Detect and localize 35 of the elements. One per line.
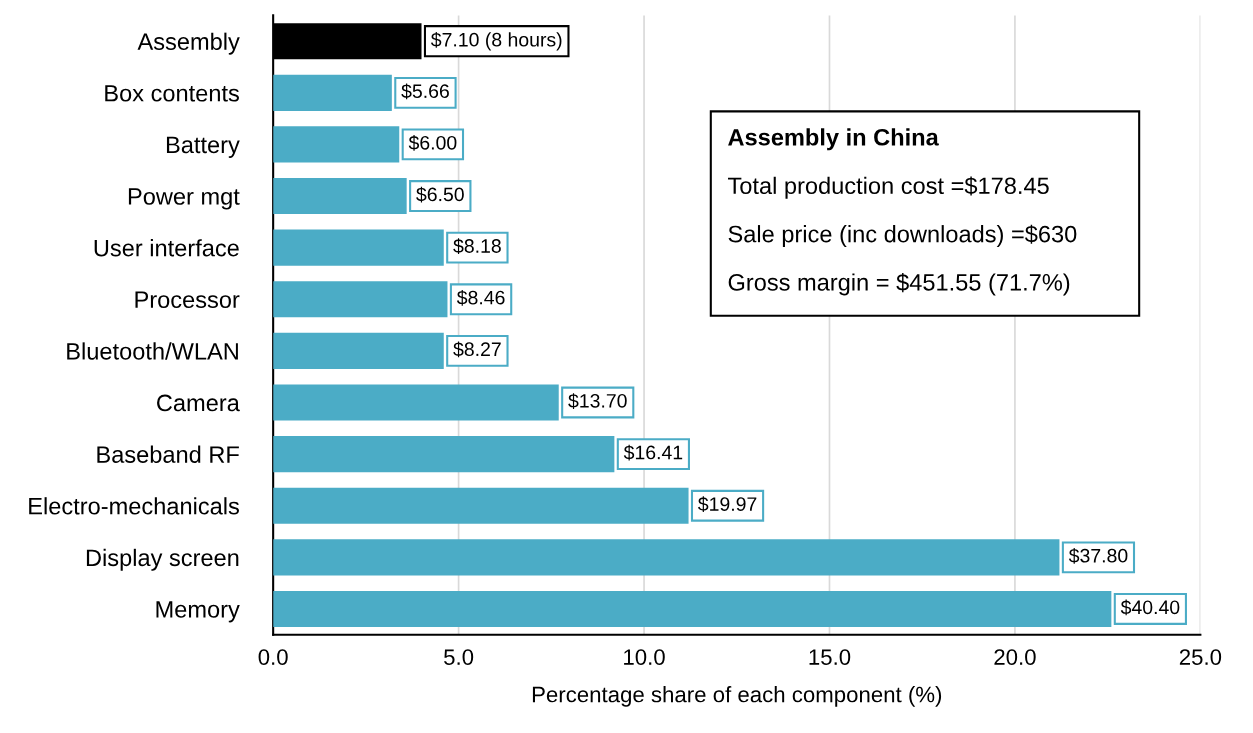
- annotation: $5.66: [401, 83, 449, 100]
- annotation: $37.80: [1068, 547, 1128, 564]
- annotation: Total production cost =$178.45: [728, 176, 1049, 199]
- x-tick-label: 10.0: [624, 649, 665, 665]
- annotation: $8.46: [456, 289, 505, 306]
- annotation: $6.00: [408, 135, 457, 151]
- x-tick-label: 5.0: [444, 649, 474, 665]
- y-tick-label: Camera: [157, 394, 240, 412]
- y-tick-label: User interface: [94, 239, 239, 257]
- x-axis-title: Percentage share of each component (%): [532, 686, 942, 707]
- y-tick-label: Box contents: [105, 85, 239, 102]
- annotation: Assembly in China: [728, 128, 939, 151]
- y-tick-label: Bluetooth/WLAN: [67, 342, 238, 360]
- annotation: $13.70: [568, 393, 627, 409]
- annotation: $16.41: [623, 444, 683, 461]
- x-tick-label: 20.0: [994, 649, 1036, 665]
- y-tick-label: Memory: [156, 601, 240, 623]
- y-tick-label: Baseband RF: [97, 445, 239, 463]
- y-tick-label: Display screen: [86, 548, 239, 571]
- y-tick-label: Processor: [135, 291, 240, 309]
- y-tick-label: Power mgt: [128, 188, 240, 210]
- x-tick-label: 0.0: [258, 649, 288, 665]
- annotation: $8.27: [453, 341, 501, 358]
- annotation: $19.97: [698, 496, 757, 513]
- x-tick-label: 15.0: [809, 649, 851, 665]
- annotation: $6.50: [416, 186, 464, 203]
- annotation: Sale price (inc downloads) =$630: [728, 224, 1077, 248]
- annotation: $8.18: [453, 238, 501, 255]
- annotation: $7.10 (8 hours): [430, 31, 562, 51]
- y-tick-label: Electro-mechanicals: [29, 497, 239, 515]
- y-tick-label: Assembly: [137, 32, 240, 55]
- annotation: Gross margin = $451.55 (71.7%): [728, 273, 1070, 296]
- x-tick-label: 25.0: [1179, 649, 1222, 665]
- y-tick-label: Battery: [166, 136, 240, 158]
- annotation: $40.40: [1120, 599, 1180, 616]
